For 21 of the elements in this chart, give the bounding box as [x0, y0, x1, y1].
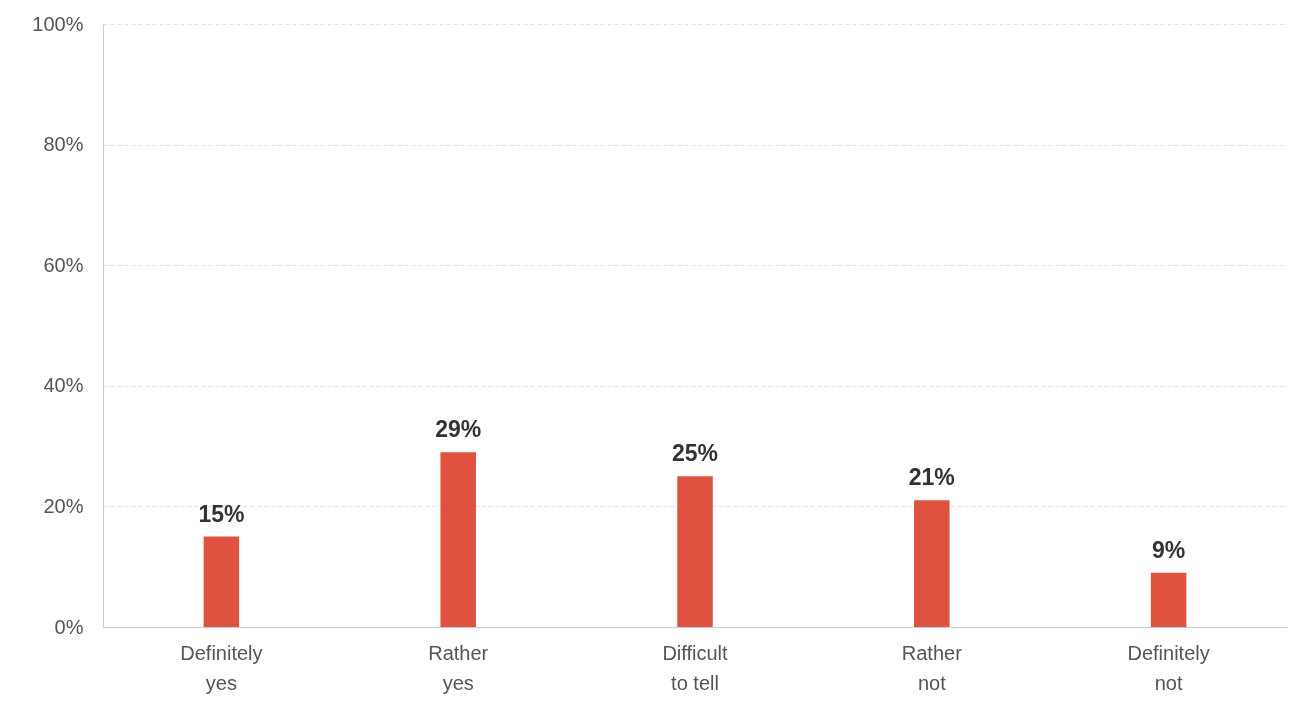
data-label: 29%	[435, 416, 482, 443]
y-tick-label: 60%	[43, 253, 84, 276]
x-tick-label: Definitely yes	[180, 641, 263, 694]
bar	[914, 500, 950, 627]
bar	[677, 476, 713, 627]
y-tick-label: 20%	[43, 494, 84, 517]
data-label: 21%	[908, 464, 955, 491]
x-tick-label: Rather not	[901, 641, 963, 694]
data-label: 25%	[671, 440, 719, 467]
bar	[440, 452, 476, 627]
data-label: 15%	[198, 500, 245, 527]
bar	[203, 536, 240, 627]
x-tick-label: Difficult to tell	[662, 641, 729, 694]
y-tick-label: 100%	[32, 12, 84, 35]
bar	[1150, 572, 1187, 627]
y-tick-label: 0%	[54, 615, 84, 638]
x-tick-label: Definitely not	[1127, 641, 1210, 694]
y-tick-label: 80%	[43, 133, 84, 156]
data-label: 9%	[1151, 536, 1186, 563]
y-tick-label: 40%	[43, 374, 84, 397]
x-tick-label: Rather yes	[428, 641, 489, 694]
